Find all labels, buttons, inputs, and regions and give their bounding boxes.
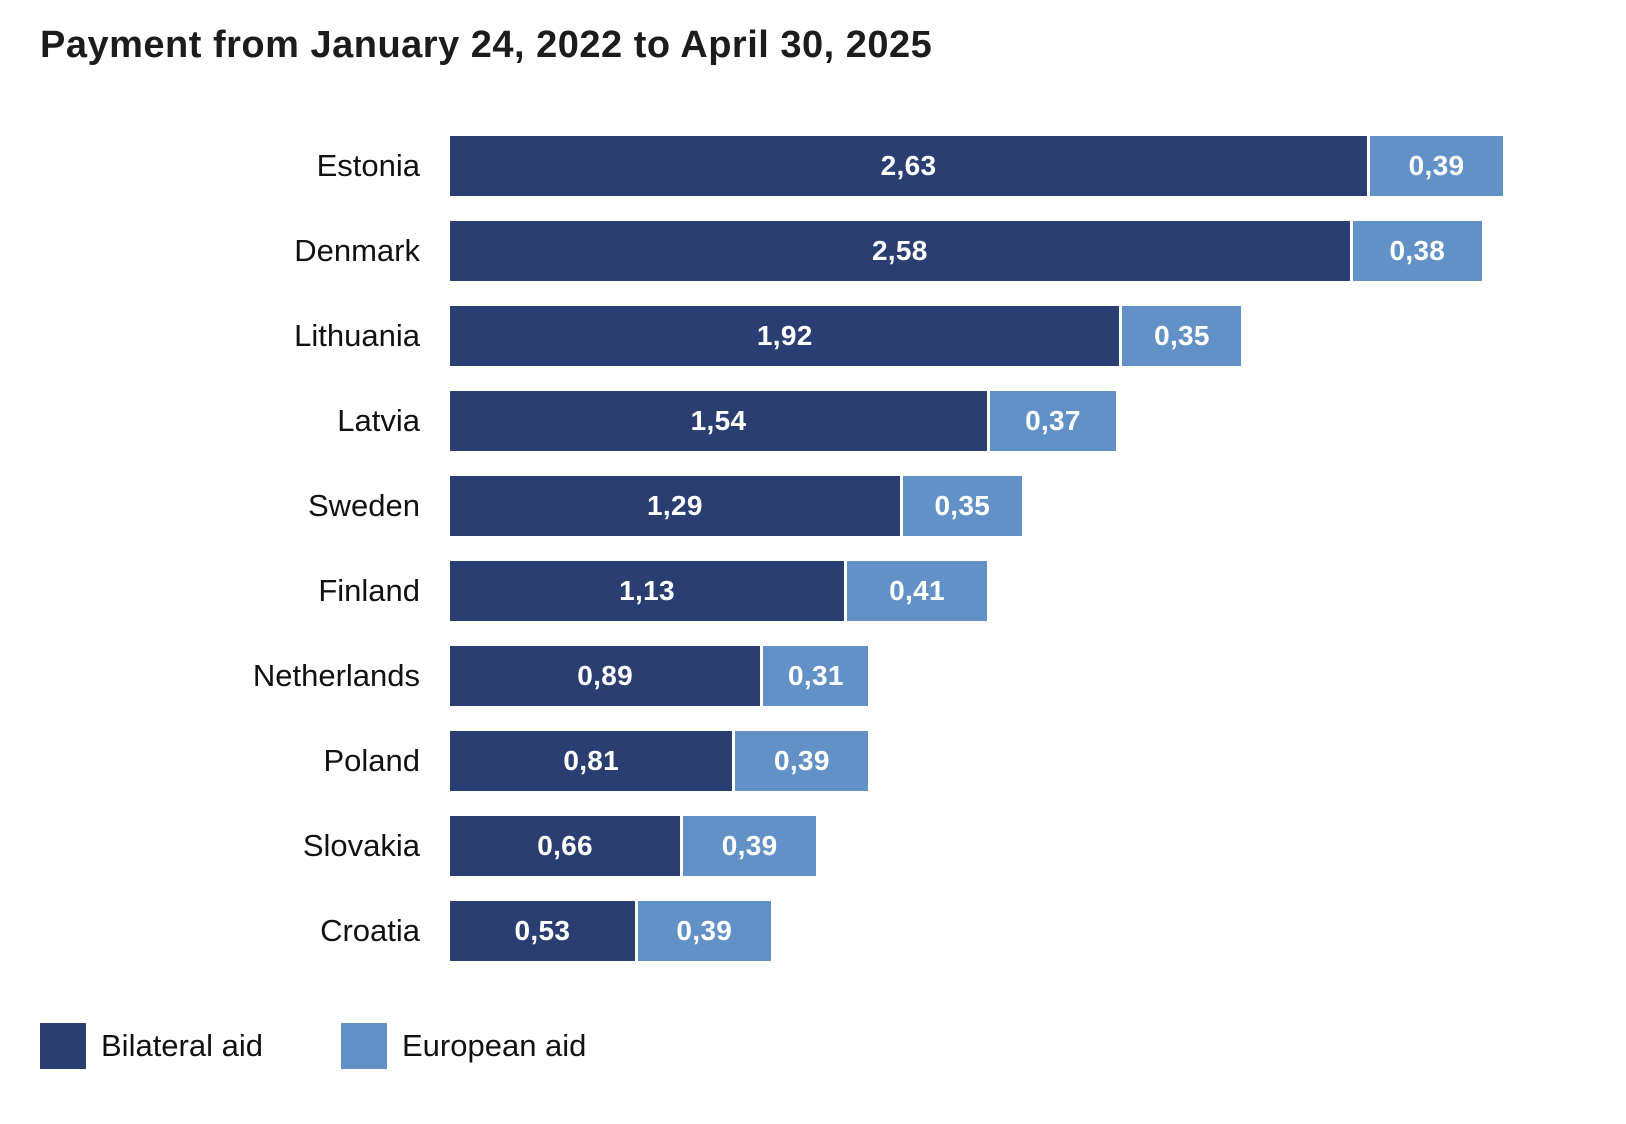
european-aid-segment: 0,31: [760, 645, 869, 706]
segment-value-label: 0,39: [676, 914, 733, 946]
segment-value-label: 0,31: [788, 659, 844, 691]
bilateral-aid-segment: 0,53: [450, 900, 635, 961]
bar-area: 2,63 0,39: [450, 135, 1503, 196]
legend: Bilateral aid European aid: [40, 1023, 1626, 1069]
european-aid-segment: 0,39: [1367, 135, 1503, 196]
chart-title: Payment from January 24, 2022 to April 3…: [40, 24, 933, 66]
segment-value-label: 2,63: [880, 149, 937, 181]
chart-row: Lithuania 1,92 0,35: [0, 293, 1626, 378]
category-label: Finland: [318, 572, 420, 608]
bilateral-aid-segment: 1,13: [450, 560, 844, 621]
legend-label-bilateral: Bilateral aid: [101, 1028, 263, 1063]
chart-row: Latvia 1,54 0,37: [0, 378, 1626, 463]
european-aid-segment: 0,39: [732, 730, 869, 791]
legend-swatch-bilateral: [40, 1023, 86, 1069]
segment-value-label: 0,66: [537, 829, 593, 861]
segment-value-label: 1,13: [619, 574, 675, 606]
legend-item-european: European aid: [340, 1023, 587, 1069]
chart-row: Poland 0,81 0,39: [0, 718, 1626, 803]
bar-area: 2,58 0,38: [450, 220, 1503, 281]
european-aid-segment: 0,41: [844, 560, 987, 621]
bilateral-aid-segment: 1,54: [450, 390, 987, 451]
european-aid-segment: 0,38: [1349, 220, 1483, 281]
chart-row: Croatia 0,53 0,39: [0, 888, 1626, 973]
bar-area: 0,66 0,39: [450, 815, 1503, 876]
segment-value-label: 1,92: [756, 319, 813, 351]
bilateral-aid-segment: 2,58: [450, 220, 1350, 281]
segment-value-label: 2,58: [871, 234, 928, 266]
category-label: Latvia: [337, 402, 420, 438]
bar-area: 1,13 0,41: [450, 560, 1503, 621]
bar-area: 0,81 0,39: [450, 730, 1503, 791]
category-label: Sweden: [307, 487, 420, 523]
segment-value-label: 0,39: [774, 744, 830, 776]
european-aid-segment: 0,39: [680, 815, 817, 876]
chart-row: Netherlands 0,89 0,31: [0, 633, 1626, 718]
european-aid-segment: 0,35: [899, 475, 1022, 536]
segment-value-label: 0,53: [514, 914, 571, 946]
legend-label-european: European aid: [401, 1028, 587, 1063]
segment-value-label: 0,81: [563, 744, 620, 776]
segment-value-label: 0,38: [1389, 234, 1446, 266]
european-aid-segment: 0,39: [634, 900, 771, 961]
bilateral-aid-segment: 0,81: [450, 730, 733, 791]
bar-area: 1,92 0,35: [450, 305, 1503, 366]
legend-swatch-european: [340, 1023, 387, 1069]
bilateral-aid-segment: 2,63: [450, 135, 1368, 196]
legend-item-bilateral: Bilateral aid: [40, 1023, 263, 1069]
european-aid-segment: 0,35: [1119, 305, 1242, 366]
segment-value-label: 1,54: [690, 404, 747, 436]
chart-rows: Estonia 2,63 0,39 Denmark 2,58 0,38 Lithuania 1…: [0, 123, 1626, 973]
segment-value-label: 0,35: [1154, 319, 1210, 351]
bar-area: 1,29 0,35: [450, 475, 1503, 536]
bilateral-aid-segment: 0,66: [450, 815, 681, 876]
category-label: Estonia: [316, 147, 420, 183]
segment-value-label: 0,89: [577, 659, 633, 691]
segment-value-label: 0,41: [889, 574, 945, 606]
category-label: Croatia: [320, 912, 420, 948]
segment-value-label: 1,29: [647, 489, 703, 521]
bar-area: 0,89 0,31: [450, 645, 1503, 706]
bar-area: 1,54 0,37: [450, 390, 1503, 451]
bilateral-aid-segment: 0,89: [450, 645, 761, 706]
chart-row: Estonia 2,63 0,39: [0, 123, 1626, 208]
bilateral-aid-segment: 1,92: [450, 305, 1120, 366]
category-label: Denmark: [294, 232, 420, 268]
chart-row: Sweden 1,29 0,35: [0, 463, 1626, 548]
category-label: Poland: [323, 742, 420, 778]
segment-value-label: 0,39: [1408, 149, 1465, 181]
bilateral-aid-segment: 1,29: [450, 475, 900, 536]
bar-area: 0,53 0,39: [450, 900, 1503, 961]
chart-row: Denmark 2,58 0,38: [0, 208, 1626, 293]
category-label: Lithuania: [294, 317, 420, 353]
chart-row: Slovakia 0,66 0,39: [0, 803, 1626, 888]
category-label: Slovakia: [302, 827, 420, 863]
category-label: Netherlands: [252, 657, 420, 693]
segment-value-label: 0,39: [721, 829, 778, 861]
segment-value-label: 0,37: [1025, 404, 1081, 436]
stacked-bar-chart: Estonia 2,63 0,39 Denmark 2,58 0,38 Lithuania 1…: [0, 123, 1626, 973]
european-aid-segment: 0,37: [986, 390, 1116, 451]
segment-value-label: 0,35: [934, 489, 991, 521]
chart-row: Finland 1,13 0,41: [0, 548, 1626, 633]
